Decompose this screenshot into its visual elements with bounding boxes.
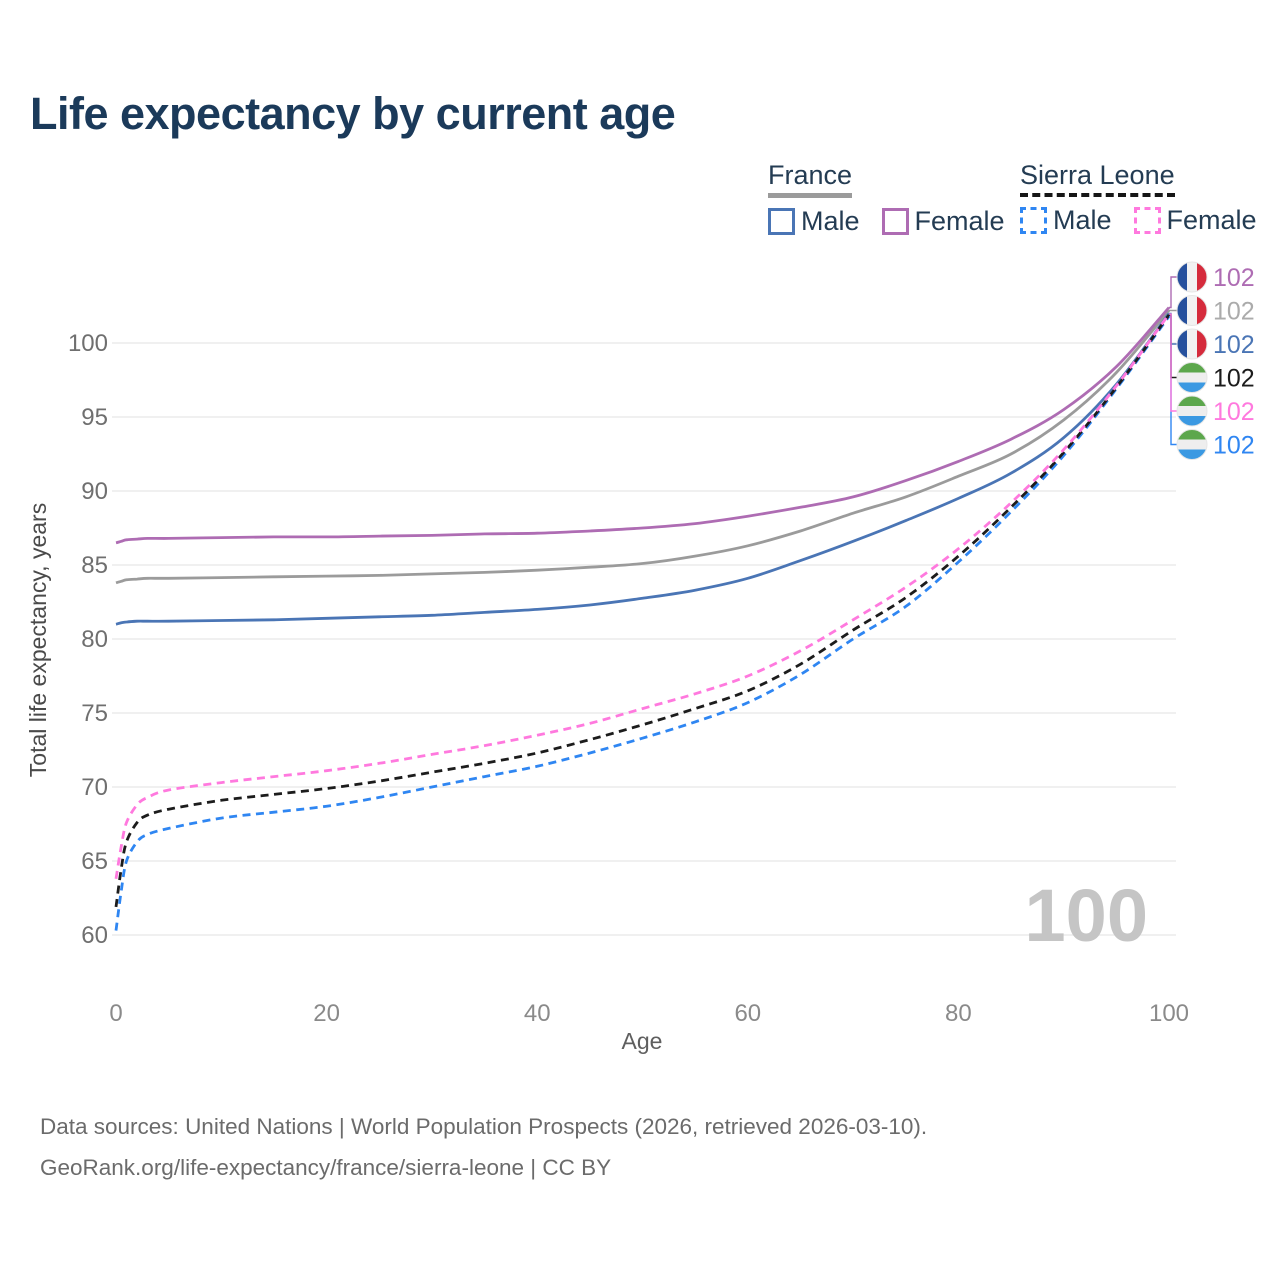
- x-tick-label-40: 40: [524, 1000, 551, 1027]
- legend-france-title: France: [768, 160, 853, 198]
- y-tick-label-70: 70: [81, 774, 108, 801]
- france-flag-icon: [1177, 329, 1207, 359]
- series-line-sierra-leone-both: [114, 314, 1171, 908]
- legend-group-sierra-leone: Sierra Leone Male Female: [1020, 160, 1257, 236]
- x-tick-label-20: 20: [313, 1000, 340, 1027]
- end-label-connector-france-female: [1169, 276, 1177, 309]
- legend-sierra-leone-female-label: Female: [1166, 205, 1257, 235]
- sierra-leone-flag-icon: [1177, 429, 1207, 460]
- age-watermark: 100: [1025, 874, 1148, 957]
- france-flag-icon: [1177, 295, 1207, 326]
- legend-sierra-leone-title: Sierra Leone: [1020, 160, 1175, 197]
- flag-outline: [1176, 295, 1208, 326]
- legend-group-france: France Male Female: [768, 160, 1005, 237]
- end-value-label-france-male: 102: [1213, 331, 1255, 359]
- end-value-label-france-both: 102: [1213, 298, 1255, 326]
- end-label-connector-sierra-leone-both: [1169, 314, 1177, 379]
- y-axis-title: Total life expectancy, years: [25, 503, 51, 777]
- legend-sierra-leone-male-swatch[interactable]: [1020, 207, 1047, 234]
- y-tick-label-90: 90: [81, 478, 108, 505]
- x-tick-label-60: 60: [734, 1000, 761, 1027]
- legend-sierra-leone-female[interactable]: Female: [1133, 205, 1257, 236]
- series-line-sierra-leone-male: [114, 315, 1171, 931]
- sierra-leone-flag-icon: [1177, 362, 1207, 393]
- flag-outline: [1176, 395, 1208, 427]
- legend-sierra-leone-male[interactable]: Male: [1020, 205, 1112, 236]
- x-tick-label-0: 0: [109, 1000, 122, 1027]
- series-line-france-female: [115, 306, 1171, 545]
- legend-france-male-label: Male: [801, 206, 860, 236]
- series-end-labels: 102 102 102 102 102 102: [1169, 261, 1255, 460]
- end-value-label-sierra-leone-female: 102: [1213, 398, 1255, 426]
- x-tick-label-80: 80: [945, 1000, 972, 1027]
- grid-and-axes: 60 65 70 75 80 85 90 95 100 0 20 40 60 80 100: [68, 330, 1189, 1027]
- footer-attribution: GeoRank.org/life-expectancy/france/sierr…: [40, 1155, 612, 1180]
- end-label-connector-sierra-leone-male: [1169, 315, 1177, 446]
- legend-france-female[interactable]: Female: [881, 206, 1005, 237]
- y-tick-label-95: 95: [81, 404, 108, 431]
- y-tick-label-80: 80: [81, 626, 108, 653]
- flag-outline: [1176, 429, 1208, 460]
- y-tick-label-60: 60: [81, 922, 108, 949]
- legend-france-female-label: Female: [914, 206, 1005, 236]
- flag-outline: [1176, 362, 1208, 393]
- footer: Data sources: United Nations | World Pop…: [40, 1106, 927, 1188]
- series-line-sierra-leone-female: [114, 313, 1171, 880]
- y-tick-label-85: 85: [81, 552, 108, 579]
- x-axis-title: Age: [622, 1028, 663, 1054]
- legend-france-female-swatch[interactable]: [881, 208, 909, 235]
- france-flag-icon: [1177, 262, 1207, 292]
- y-tick-label-100: 100: [68, 330, 108, 357]
- legend-sierra-leone-female-swatch[interactable]: [1133, 207, 1161, 234]
- series-line-france-male: [115, 312, 1171, 626]
- page-title: Life expectancy by current age: [30, 88, 676, 139]
- legend-sierra-leone-male-label: Male: [1053, 205, 1112, 235]
- data-series-lines: [114, 306, 1171, 931]
- flag-outline: [1176, 328, 1208, 360]
- footer-data-sources: Data sources: United Nations | World Pop…: [40, 1114, 928, 1139]
- legend-france-male-swatch[interactable]: [768, 208, 795, 235]
- sierra-leone-flag-icon: [1177, 396, 1207, 426]
- series-line-france-both: [115, 309, 1171, 585]
- end-label-connector-sierra-leone-female: [1169, 313, 1177, 412]
- end-label-connector-france-male: [1169, 312, 1177, 345]
- flag-outline: [1176, 261, 1208, 293]
- end-value-label-sierra-leone-both: 102: [1213, 365, 1255, 393]
- end-value-label-france-female: 102: [1213, 264, 1255, 292]
- legend-france-male[interactable]: Male: [768, 206, 860, 237]
- y-tick-label-75: 75: [81, 700, 108, 727]
- x-tick-label-100: 100: [1149, 1000, 1189, 1027]
- end-value-label-sierra-leone-male: 102: [1213, 432, 1255, 460]
- y-tick-label-65: 65: [81, 848, 108, 875]
